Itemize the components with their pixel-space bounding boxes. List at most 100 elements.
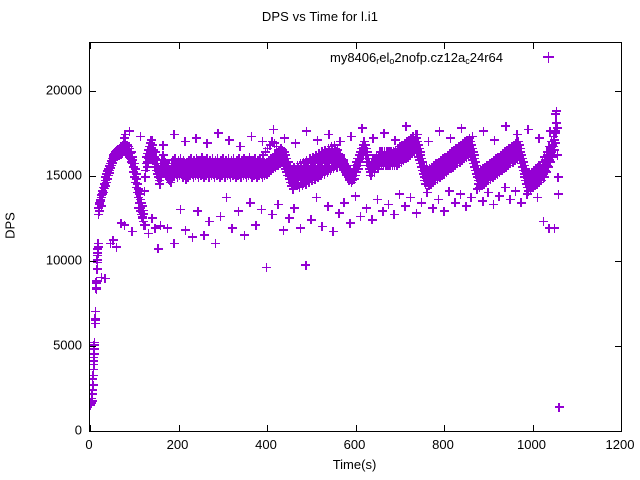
- data-point-marker: [472, 172, 482, 182]
- data-point-marker: [313, 172, 323, 182]
- data-point-marker: [120, 220, 129, 230]
- data-point-marker: [100, 181, 110, 191]
- data-point-marker: [526, 176, 536, 186]
- data-point-marker: [516, 159, 526, 169]
- data-point-marker: [352, 167, 362, 177]
- data-point-marker: [171, 157, 181, 167]
- data-point-marker: [177, 169, 187, 179]
- data-point-marker: [530, 181, 540, 191]
- data-point-marker: [287, 181, 297, 191]
- data-point-marker: [90, 374, 98, 384]
- data-point-marker: [362, 154, 372, 164]
- data-point-marker: [122, 140, 132, 150]
- data-point-marker: [190, 159, 200, 169]
- data-point-marker: [334, 149, 344, 159]
- data-point-marker: [106, 239, 116, 249]
- data-point-marker: [373, 164, 383, 174]
- data-point-marker: [218, 154, 228, 164]
- data-point-marker: [263, 144, 273, 153]
- data-point-marker: [551, 128, 561, 138]
- data-point-marker: [333, 145, 343, 155]
- data-point-marker: [552, 123, 562, 133]
- data-point-marker: [386, 154, 396, 164]
- data-point-marker: [452, 147, 462, 157]
- data-point-marker: [501, 121, 511, 131]
- data-point-marker: [406, 193, 416, 203]
- data-point-marker: [538, 169, 548, 179]
- data-point-marker: [485, 162, 495, 172]
- data-point-marker: [467, 152, 477, 162]
- data-point-marker: [215, 172, 225, 182]
- data-point-marker: [425, 176, 435, 186]
- data-point-marker: [176, 166, 186, 176]
- data-point-marker: [324, 144, 333, 153]
- data-point-marker: [174, 155, 183, 165]
- data-point-marker: [260, 162, 270, 172]
- data-point-marker: [127, 159, 137, 169]
- data-point-marker: [407, 145, 417, 155]
- data-point-marker: [264, 155, 274, 165]
- data-point-marker: [458, 150, 468, 160]
- data-point-marker: [378, 150, 388, 160]
- data-point-marker: [335, 152, 345, 162]
- x-tick-label: 800: [432, 437, 454, 452]
- data-point-marker: [527, 179, 537, 189]
- data-point-marker: [382, 157, 392, 167]
- data-point-marker: [202, 138, 212, 148]
- data-point-marker: [526, 184, 536, 194]
- data-point-marker: [420, 164, 430, 174]
- data-point-marker: [286, 164, 296, 174]
- data-point-marker: [187, 166, 197, 176]
- data-point-marker: [516, 155, 526, 165]
- data-point-marker: [117, 147, 127, 157]
- data-point-marker: [320, 157, 330, 167]
- data-point-marker: [520, 161, 530, 171]
- x-tick-mark: [267, 425, 268, 431]
- data-point-marker: [456, 152, 466, 162]
- data-point-marker: [220, 169, 230, 179]
- data-point-marker: [139, 220, 149, 230]
- data-point-marker: [147, 213, 157, 223]
- data-point-marker: [548, 142, 558, 152]
- data-point-marker: [472, 161, 482, 171]
- data-point-marker: [126, 157, 136, 167]
- data-point-marker: [411, 130, 421, 140]
- data-point-marker: [506, 150, 516, 160]
- data-point-marker: [398, 152, 408, 162]
- data-point-marker: [539, 162, 549, 172]
- data-point-marker: [368, 161, 378, 171]
- data-point-marker: [227, 155, 237, 165]
- data-point-marker: [128, 162, 138, 172]
- data-point-marker: [416, 162, 426, 172]
- data-point-marker: [346, 174, 356, 184]
- data-point-marker: [357, 123, 367, 133]
- data-point-marker: [334, 157, 344, 167]
- data-point-marker: [489, 164, 499, 174]
- data-point-marker: [210, 172, 220, 182]
- data-point-marker: [162, 171, 172, 181]
- data-point-marker: [455, 157, 465, 167]
- data-point-marker: [421, 179, 431, 189]
- data-point-marker: [180, 171, 190, 181]
- data-point-marker: [108, 158, 118, 168]
- data-point-marker: [444, 157, 454, 167]
- data-point-marker: [145, 138, 155, 148]
- data-point-marker: [150, 162, 160, 172]
- data-point-marker: [327, 157, 337, 167]
- data-point-marker: [405, 150, 415, 160]
- data-point-marker: [547, 150, 557, 160]
- data-point-marker: [470, 154, 480, 164]
- data-point-marker: [401, 121, 411, 131]
- data-point-marker: [258, 164, 268, 174]
- data-point-marker: [403, 140, 413, 150]
- data-point-marker: [428, 166, 438, 176]
- data-point-marker: [528, 183, 538, 193]
- data-point-marker: [277, 145, 287, 155]
- data-point-marker: [470, 162, 480, 172]
- data-point-marker: [354, 150, 364, 160]
- data-point-marker: [315, 152, 325, 162]
- data-point-marker: [90, 389, 97, 399]
- data-point-marker: [256, 157, 266, 167]
- data-point-marker: [540, 152, 550, 162]
- data-point-marker: [396, 154, 406, 164]
